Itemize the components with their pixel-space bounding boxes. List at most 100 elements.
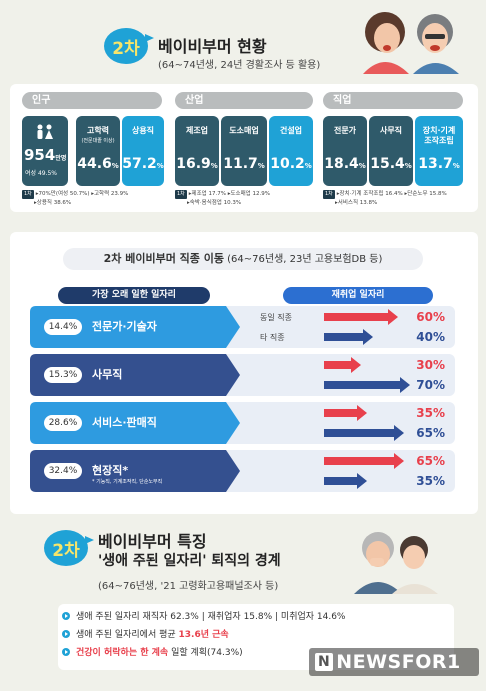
population-note-1: ▸70%만(여성 50.7%) ▸고학력 23.9% [35, 191, 129, 197]
industry-note-2: ▸숙박·음식점업 10.3% [187, 200, 242, 206]
education-card: 고학력 (전문대졸 이상) 44.6% [76, 116, 120, 186]
occupation-card-3: 장치·기계 조작조립 13.7% [415, 116, 463, 186]
same-occupation-value: 30% [416, 358, 445, 372]
regular-employee-label: 상용직 [131, 126, 155, 135]
bullet-arrow-icon [62, 648, 70, 656]
job-name: 서비스·판매직 [92, 416, 157, 429]
same-occupation-line: 동일 직종 60% [248, 308, 455, 326]
arrow-shape [324, 453, 404, 469]
couple-illustration [363, 12, 459, 74]
job-share: 28.6% [44, 415, 82, 431]
job-share: 15.3% [44, 367, 82, 383]
traits-title: 베이비부머 특징 [98, 532, 207, 551]
job-banner-shape [30, 450, 240, 492]
first-gen-tag: 1차 [22, 190, 34, 199]
newsfor1-logo: N NEWSFOR1 [309, 648, 479, 676]
job-row: 15.3% 사무직 30% 70% [30, 354, 455, 396]
other-occupation-value: 35% [416, 474, 445, 488]
trait-highlight-2: 13.6년 근속 [178, 630, 229, 640]
same-occupation-arrow [324, 357, 361, 373]
job-banner: 14.4% 전문가·기술자 [30, 306, 240, 348]
population-header: 인구 [22, 92, 162, 109]
page-title: 베이비부머 현황 [158, 37, 267, 56]
population-total-card: 954만명 여성 49.5% [22, 116, 68, 186]
other-occupation-arrow [324, 377, 410, 393]
industry-header: 산업 [175, 92, 313, 109]
retiree-illustration [354, 532, 438, 594]
mobility-title: 2차 베이비부머 직종 이동 [103, 252, 224, 265]
job-share: 32.4% [44, 463, 82, 479]
occupation-name-2: 사무직 [379, 126, 403, 135]
industry-note-1: ▸제조업 17.7% ▸도소매업 12.9% [188, 191, 270, 197]
industry-card-2: 도소매업 11.7% [221, 116, 267, 186]
job-share: 14.4% [44, 319, 82, 335]
logo-n: N [315, 653, 334, 671]
industry-card-1: 제조업 16.9% [175, 116, 219, 186]
same-occupation-arrow [324, 309, 398, 325]
occupation-column: 직업 전문가 18.4% 사무직 15.4% 장치·기계 조작조립 13.7% [323, 92, 463, 186]
occupation-value-1: 18.4 [324, 156, 359, 172]
job-banner: 32.4% 현장직* * 기능직, 기계조작직, 단순노무직 [30, 450, 240, 492]
same-occupation-line: 65% [248, 452, 455, 470]
trait-text-3: 일할 계획(74.3%) [168, 648, 243, 658]
traits-subtitle: (64~76년생, '21 고령화고용패널조사 등) [98, 581, 279, 592]
section-badge: 2차 [104, 28, 154, 64]
trait-item-1: 생애 주된 일자리 재직자 62.3% | 재취업자 15.8% | 미취업자 … [62, 608, 450, 626]
other-occupation-line: 타 직종 40% [248, 328, 455, 346]
job-banner-shape [30, 402, 240, 444]
mobility-subtitle: (64~76년생, 23년 고용보험DB 등) [227, 254, 383, 265]
pct-unit: % [210, 162, 218, 170]
other-occupation-arrow [324, 329, 373, 345]
job-row: 14.4% 전문가·기술자 동일 직종 60% 타 직종 40% [30, 306, 455, 348]
occupation-card-2: 사무직 15.4% [369, 116, 413, 186]
bullet-arrow-icon [62, 630, 70, 638]
industry-value-3: 10.2 [270, 156, 305, 172]
job-row: 28.6% 서비스·판매직 35% 65% [30, 402, 455, 444]
job-footnote: * 기능직, 기계조작직, 단순노무직 [92, 479, 163, 485]
page-subtitle: (64~74년생, 24년 경활조사 등 활용) [158, 60, 321, 71]
other-occupation-line: 65% [248, 424, 455, 442]
industry-name-2: 도소매업 [229, 126, 259, 135]
occupation-note: 1차 ▸장치·기계 조작조립 16.4% ▸단순노무 15.8% ▸서비스직 13… [323, 190, 473, 208]
other-occupation-line: 35% [248, 472, 455, 490]
bullet-arrow-icon [62, 612, 70, 620]
job-name: 전문가·기술자 [92, 320, 157, 333]
population-column: 인구 954만명 여성 49.5% 고학력 (전문대졸 이상) 44.6% 상용직… [22, 92, 164, 186]
industry-name-1: 제조업 [185, 126, 209, 135]
population-note-2: ▸상용직 38.6% [34, 200, 72, 206]
traits-badge: 2차 [44, 530, 94, 566]
trait-text-1: 생애 주된 일자리 재직자 62.3% | 재취업자 15.8% | 미취업자 … [76, 612, 346, 622]
other-occupation-value: 40% [416, 330, 445, 344]
arrow-shape [324, 357, 361, 373]
traits-bullets: 생애 주된 일자리 재직자 62.3% | 재취업자 15.8% | 미취업자 … [62, 608, 450, 662]
mobility-title-bar: 2차 베이비부머 직종 이동 (64~76년생, 23년 고용보험DB 등) [63, 248, 423, 270]
trait-highlight-3: 건강이 허락하는 한 계속 [76, 648, 169, 658]
population-note: 1차 ▸70%만(여성 50.7%) ▸고학력 23.9% ▸상용직 38.6% [22, 190, 172, 208]
pct-unit: % [111, 162, 119, 170]
arrow-shape [324, 473, 367, 489]
job-row: 32.4% 현장직* * 기능직, 기계조작직, 단순노무직 65% 35% [30, 450, 455, 492]
same-occupation-line: 35% [248, 404, 455, 422]
same-occupation-line: 30% [248, 356, 455, 374]
job-banner: 15.3% 사무직 [30, 354, 240, 396]
occupation-header: 직업 [323, 92, 463, 109]
population-total: 954 [24, 146, 56, 164]
job-banner-shape [30, 354, 240, 396]
pct-unit: % [452, 162, 460, 170]
education-value: 44.6 [77, 156, 112, 172]
job-banner: 28.6% 서비스·판매직 [30, 402, 240, 444]
job-name: 현장직* [92, 464, 129, 477]
pct-unit: % [257, 162, 265, 170]
female-share: 여성 49.5% [25, 170, 58, 177]
occupation-value-2: 15.4 [370, 156, 405, 172]
other-occupation-arrow [324, 425, 404, 441]
occupation-note-1: ▸장치·기계 조작조립 16.4% ▸단순노무 15.8% [336, 191, 447, 197]
same-occupation-value: 60% [416, 310, 445, 324]
other-occupation-arrow [324, 473, 367, 489]
same-occupation-value: 65% [416, 454, 445, 468]
other-occupation-line: 70% [248, 376, 455, 394]
pct-unit: % [358, 162, 366, 170]
longest-job-header: 가장 오래 일한 일자리 [58, 287, 210, 304]
other-occupation-value: 65% [416, 426, 445, 440]
occupation-note-2: ▸서비스직 13.8% [335, 200, 378, 206]
